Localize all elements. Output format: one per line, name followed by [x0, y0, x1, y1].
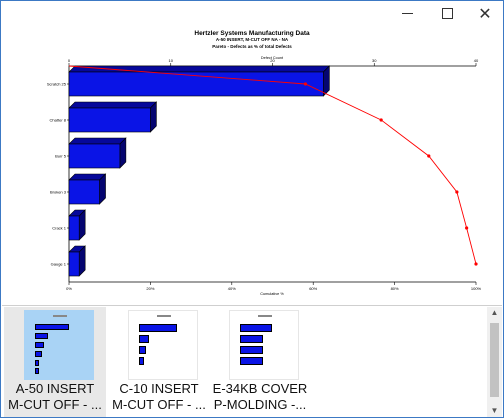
cumulative-point	[474, 262, 478, 266]
maximize-button[interactable]	[429, 1, 465, 26]
thumbnail-caption-line1: C-10 INSERT	[119, 381, 199, 396]
category-label: Chatter 8	[50, 118, 67, 123]
cumulative-point	[379, 118, 383, 122]
top-tick-label: 40	[474, 58, 479, 63]
top-tick-label: 20	[270, 58, 275, 63]
cumulative-point	[303, 82, 308, 86]
bottom-tick-label: 0%	[66, 286, 72, 291]
category-label: Crack 1	[52, 226, 67, 231]
cumulative-point	[465, 226, 469, 230]
thumbnail-image	[24, 310, 94, 380]
thumbnail-caption-line2: P-MOLDING -...	[213, 397, 307, 412]
cumulative-point	[427, 154, 431, 158]
minimize-button[interactable]	[389, 1, 425, 26]
vertical-scrollbar[interactable]: ▲ ▼	[487, 307, 502, 417]
close-icon: ✕	[478, 5, 492, 23]
chart-title: Hertzler Systems Manufacturing Data	[194, 30, 310, 37]
top-tick-label: 30	[372, 58, 377, 63]
bar-top-face	[68, 137, 127, 145]
chart-subtitle-2: Pareto - Defects as % of total Defects	[212, 44, 292, 49]
pareto-chart-pane: Hertzler Systems Manufacturing Data A-50 …	[2, 26, 502, 306]
thumbnail-caption-line2: M-CUT OFF - ...	[112, 397, 206, 412]
bar	[68, 107, 151, 133]
title-bar: ✕	[1, 1, 503, 26]
bar	[68, 251, 80, 277]
bottom-tick-label: 80%	[391, 286, 399, 291]
close-button[interactable]: ✕	[467, 1, 503, 26]
thumbnail-caption-line1: A-50 INSERT	[15, 381, 95, 396]
bottom-axis-label: Cumulative %	[260, 292, 284, 296]
thumbnail-image	[128, 310, 198, 380]
scroll-up-arrow-icon[interactable]: ▲	[490, 308, 499, 317]
bar	[68, 143, 121, 169]
minimize-icon	[401, 13, 413, 14]
scroll-down-arrow-icon[interactable]: ▼	[490, 406, 499, 415]
category-label: Scratch 25	[47, 82, 67, 87]
category-label: Broken 3	[50, 190, 67, 195]
top-tick-label: 10	[169, 58, 174, 63]
top-tick-label: 0	[68, 58, 71, 63]
category-label: Burr 5	[55, 154, 67, 159]
bar-top-face	[68, 101, 158, 109]
bar	[68, 215, 80, 241]
bottom-tick-label: 20%	[146, 286, 154, 291]
bottom-tick-label: 40%	[228, 286, 236, 291]
top-axis-label: Defect Count	[261, 56, 284, 60]
cumulative-point	[455, 190, 459, 194]
thumbnail-caption-line1: E-34KB COVER	[212, 381, 308, 396]
maximize-icon	[441, 8, 453, 19]
bar	[68, 179, 100, 205]
thumbnail-item[interactable]: E-34KB COVER P-MOLDING -...	[209, 307, 311, 417]
thumbnail-item[interactable]: A-50 INSERT M-CUT OFF - ...	[4, 307, 106, 417]
thumbnail-image	[229, 310, 299, 380]
bottom-tick-label: 100%	[471, 286, 482, 291]
pareto-chart: Hertzler Systems Manufacturing DataA-50 …	[47, 30, 482, 296]
thumbnail-item[interactable]: C-10 INSERT M-CUT OFF - ...	[108, 307, 210, 417]
chart-subtitle: A-50 INSERT, M-CUT OFF NA - NA	[216, 37, 289, 42]
thumbnail-strip: A-50 INSERT M-CUT OFF - ... C-10 INSERT …	[2, 307, 502, 417]
bottom-tick-label: 60%	[309, 286, 317, 291]
thumbnail-caption-line2: M-CUT OFF - ...	[8, 397, 102, 412]
scrollbar-thumb[interactable]	[490, 323, 499, 397]
category-label: Gauge 1	[51, 262, 67, 267]
